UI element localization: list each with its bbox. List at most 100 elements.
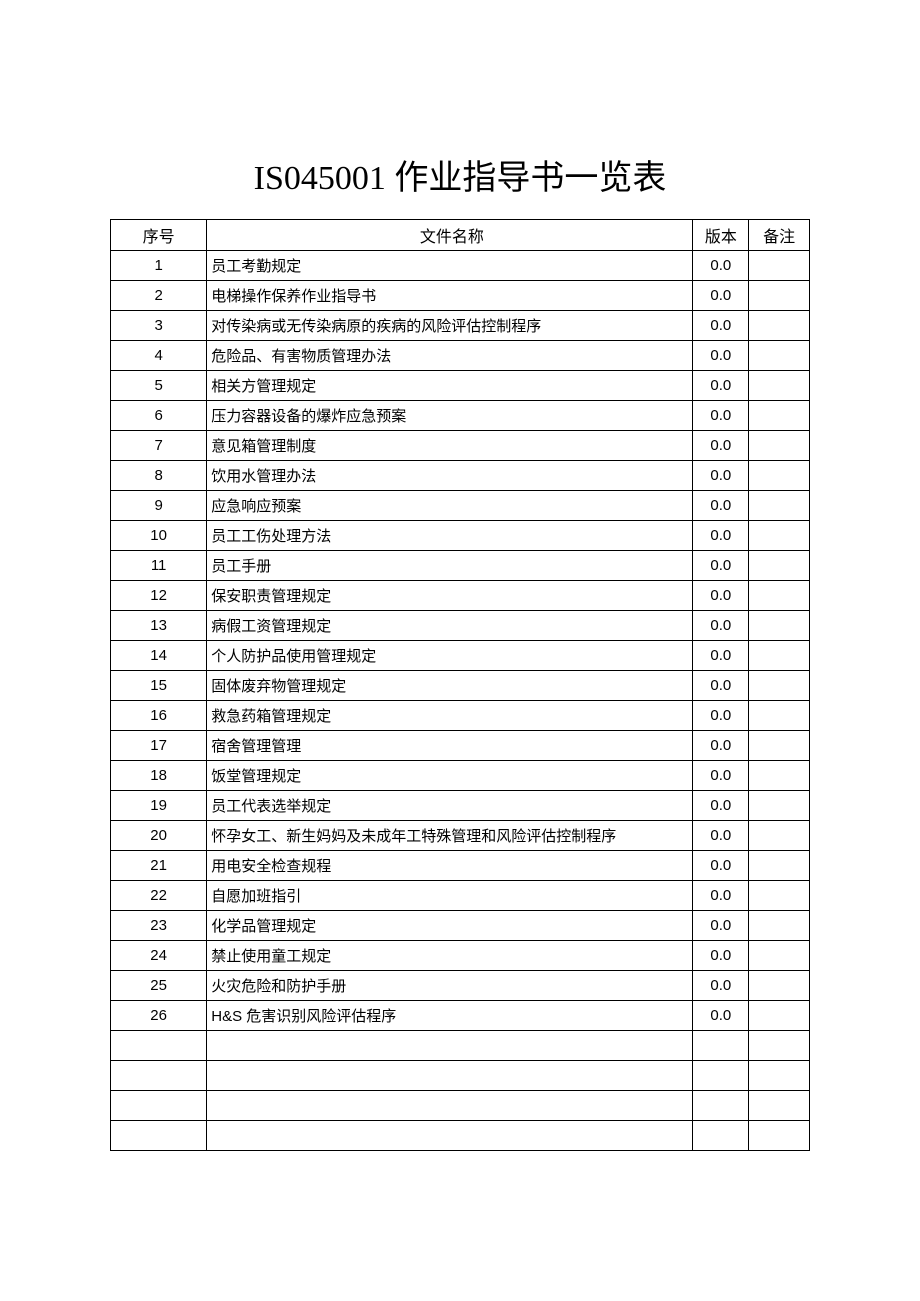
cell-remark	[749, 881, 810, 911]
cell-seq: 18	[111, 761, 207, 791]
cell-name: 用电安全检查规程	[207, 851, 693, 881]
cell-name: H&S 危害识别风险评估程序	[207, 1001, 693, 1031]
cell-seq: 12	[111, 581, 207, 611]
table-row-empty	[111, 1031, 810, 1061]
page-title: IS045001 作业指导书一览表	[110, 150, 810, 199]
table-row: 21用电安全检查规程0.0	[111, 851, 810, 881]
cell-empty	[207, 1121, 693, 1151]
cell-remark	[749, 731, 810, 761]
header-name: 文件名称	[207, 220, 693, 251]
cell-version: 0.0	[693, 821, 749, 851]
cell-version: 0.0	[693, 881, 749, 911]
cell-remark	[749, 521, 810, 551]
cell-seq: 13	[111, 611, 207, 641]
cell-empty	[207, 1091, 693, 1121]
table-row: 15固体废弃物管理规定0.0	[111, 671, 810, 701]
cell-seq: 21	[111, 851, 207, 881]
cell-remark	[749, 281, 810, 311]
table-row: 11员工手册0.0	[111, 551, 810, 581]
cell-seq: 4	[111, 341, 207, 371]
table-row: 18饭堂管理规定0.0	[111, 761, 810, 791]
cell-seq: 10	[111, 521, 207, 551]
cell-name: 自愿加班指引	[207, 881, 693, 911]
cell-empty	[749, 1031, 810, 1061]
cell-remark	[749, 371, 810, 401]
cell-version: 0.0	[693, 971, 749, 1001]
cell-name: 病假工资管理规定	[207, 611, 693, 641]
cell-seq: 3	[111, 311, 207, 341]
cell-version: 0.0	[693, 761, 749, 791]
cell-version: 0.0	[693, 731, 749, 761]
cell-name: 禁止使用童工规定	[207, 941, 693, 971]
cell-empty	[111, 1121, 207, 1151]
cell-version: 0.0	[693, 581, 749, 611]
cell-remark	[749, 461, 810, 491]
cell-name: 饭堂管理规定	[207, 761, 693, 791]
cell-remark	[749, 851, 810, 881]
cell-name: 员工考勤规定	[207, 251, 693, 281]
table-row: 4危险品、有害物质管理办法0.0	[111, 341, 810, 371]
cell-empty	[749, 1121, 810, 1151]
cell-version: 0.0	[693, 521, 749, 551]
cell-seq: 24	[111, 941, 207, 971]
cell-empty	[207, 1061, 693, 1091]
cell-name: 员工代表选举规定	[207, 791, 693, 821]
cell-name: 火灾危险和防护手册	[207, 971, 693, 1001]
cell-seq: 8	[111, 461, 207, 491]
cell-version: 0.0	[693, 431, 749, 461]
table-row: 2电梯操作保养作业指导书0.0	[111, 281, 810, 311]
cell-empty	[207, 1031, 693, 1061]
table-row: 16救急药箱管理规定0.0	[111, 701, 810, 731]
cell-name: 宿舍管理管理	[207, 731, 693, 761]
cell-remark	[749, 911, 810, 941]
table-row: 26H&S 危害识别风险评估程序0.0	[111, 1001, 810, 1031]
cell-remark	[749, 941, 810, 971]
cell-seq: 11	[111, 551, 207, 581]
cell-version: 0.0	[693, 851, 749, 881]
cell-version: 0.0	[693, 791, 749, 821]
cell-empty	[749, 1091, 810, 1121]
cell-seq: 25	[111, 971, 207, 1001]
cell-seq: 16	[111, 701, 207, 731]
cell-empty	[111, 1091, 207, 1121]
cell-version: 0.0	[693, 251, 749, 281]
cell-seq: 6	[111, 401, 207, 431]
table-row: 8饮用水管理办法0.0	[111, 461, 810, 491]
cell-name: 救急药箱管理规定	[207, 701, 693, 731]
cell-name: 应急响应预案	[207, 491, 693, 521]
table-row: 7意见箱管理制度0.0	[111, 431, 810, 461]
cell-remark	[749, 1001, 810, 1031]
cell-remark	[749, 311, 810, 341]
cell-remark	[749, 791, 810, 821]
cell-empty	[693, 1031, 749, 1061]
cell-version: 0.0	[693, 491, 749, 521]
cell-name: 员工手册	[207, 551, 693, 581]
cell-empty	[693, 1121, 749, 1151]
cell-empty	[693, 1091, 749, 1121]
cell-remark	[749, 641, 810, 671]
cell-name: 意见箱管理制度	[207, 431, 693, 461]
table-row-empty	[111, 1091, 810, 1121]
table-row: 19员工代表选举规定0.0	[111, 791, 810, 821]
cell-seq: 17	[111, 731, 207, 761]
table-row: 3对传染病或无传染病原的疾病的风险评估控制程序0.0	[111, 311, 810, 341]
table-row: 1员工考勤规定0.0	[111, 251, 810, 281]
cell-version: 0.0	[693, 671, 749, 701]
cell-version: 0.0	[693, 341, 749, 371]
cell-version: 0.0	[693, 911, 749, 941]
header-version: 版本	[693, 220, 749, 251]
document-table: 序号 文件名称 版本 备注 1员工考勤规定0.02电梯操作保养作业指导书0.03…	[110, 219, 810, 1151]
cell-name: 个人防护品使用管理规定	[207, 641, 693, 671]
cell-seq: 20	[111, 821, 207, 851]
cell-seq: 15	[111, 671, 207, 701]
cell-empty	[749, 1061, 810, 1091]
cell-version: 0.0	[693, 461, 749, 491]
cell-seq: 23	[111, 911, 207, 941]
cell-name: 固体废弃物管理规定	[207, 671, 693, 701]
table-row: 24禁止使用童工规定0.0	[111, 941, 810, 971]
cell-name: 相关方管理规定	[207, 371, 693, 401]
cell-empty	[111, 1031, 207, 1061]
cell-remark	[749, 701, 810, 731]
cell-name: 电梯操作保养作业指导书	[207, 281, 693, 311]
cell-remark	[749, 971, 810, 1001]
